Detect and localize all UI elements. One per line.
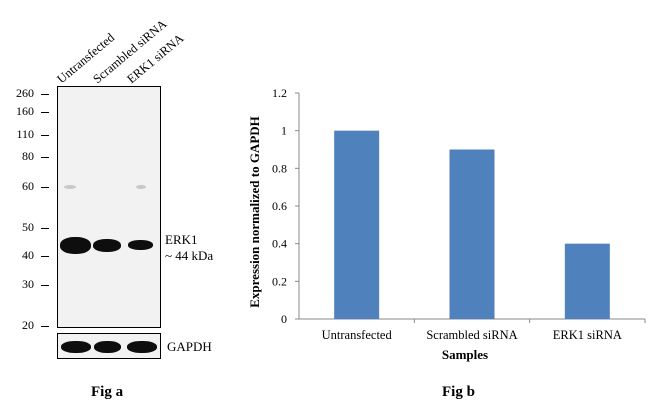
y-axis-label: Expression normalized to GAPDH bbox=[247, 116, 262, 308]
mw-tick bbox=[41, 157, 49, 158]
mw-tick bbox=[41, 94, 49, 95]
bar-erk1-sirna bbox=[564, 243, 610, 319]
mw-marker-50: 50 bbox=[22, 220, 34, 234]
y-tick-label: 1 bbox=[281, 124, 287, 138]
mw-marker-110: 110 bbox=[16, 127, 34, 141]
erk1-band-untransfected bbox=[60, 237, 91, 254]
mw-marker-30: 30 bbox=[22, 277, 34, 291]
mw-tick bbox=[41, 285, 49, 286]
gapdh-band-untransfected bbox=[61, 341, 91, 353]
gapdh-band-scrambled bbox=[94, 341, 121, 353]
bar-untransfected bbox=[334, 130, 380, 319]
nonspecific-band bbox=[136, 185, 146, 189]
gapdh-membrane bbox=[57, 333, 161, 359]
mw-tick bbox=[41, 135, 49, 136]
y-tick-label: 0 bbox=[281, 312, 287, 326]
y-tick-label: 1.2 bbox=[272, 86, 287, 100]
mw-marker-20: 20 bbox=[22, 318, 34, 332]
bar-scrambled-sirna bbox=[449, 149, 495, 319]
mw-marker-60: 60 bbox=[22, 179, 34, 193]
x-tick-label: Untransfected bbox=[322, 328, 393, 342]
mw-tick bbox=[41, 112, 49, 113]
mw-marker-80: 80 bbox=[22, 149, 34, 163]
gapdh-label: GAPDH bbox=[167, 339, 212, 354]
y-tick-label: 0.2 bbox=[272, 274, 287, 288]
erk1-band-scrambled bbox=[93, 239, 121, 252]
erk1-size-label: ~ 44 kDa bbox=[165, 248, 214, 263]
fig-a-caption: Fig a bbox=[91, 384, 124, 400]
erk1-band-erk1-sirna bbox=[128, 240, 153, 250]
x-tick-label: ERK1 siRNA bbox=[553, 328, 622, 342]
x-axis-label: Samples bbox=[442, 347, 488, 362]
blot-membrane bbox=[57, 86, 161, 328]
erk1-label: ERK1 bbox=[165, 232, 198, 247]
y-tick-label: 0.8 bbox=[272, 161, 287, 175]
y-tick-label: 0.6 bbox=[272, 199, 287, 213]
mw-tick bbox=[41, 326, 49, 327]
mw-marker-160: 160 bbox=[16, 104, 34, 118]
nonspecific-band bbox=[64, 185, 76, 189]
y-tick-label: 0.4 bbox=[272, 237, 287, 251]
mw-marker-260: 260 bbox=[16, 86, 34, 100]
mw-tick bbox=[41, 187, 49, 188]
mw-tick bbox=[41, 228, 49, 229]
mw-tick bbox=[41, 256, 49, 257]
gapdh-band-erk1-sirna bbox=[127, 341, 157, 353]
mw-marker-40: 40 bbox=[22, 248, 34, 262]
x-tick-label: Scrambled siRNA bbox=[426, 328, 517, 342]
fig-b-caption: Fig b bbox=[442, 384, 475, 400]
